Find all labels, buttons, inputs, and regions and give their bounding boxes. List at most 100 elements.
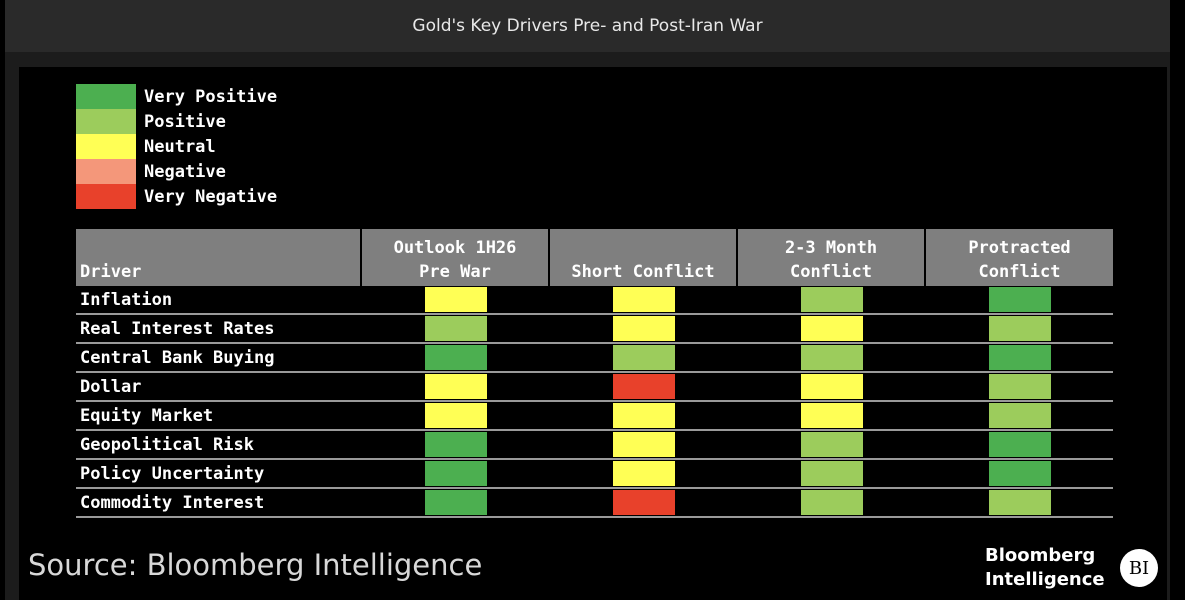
rating-cell [550,460,738,487]
brand-logo-text: Bloomberg Intelligence [985,544,1105,592]
chart-panel [19,67,1167,600]
rating-cell [550,373,738,400]
rating-cell [550,286,738,313]
table-row: Dollar [76,373,1113,402]
driver-label: Geopolitical Risk [80,434,254,455]
rating-swatch [613,432,675,457]
rating-swatch [988,403,1051,428]
column-header-text: Pre War [419,262,491,282]
rating-swatch [988,345,1051,370]
table-row: Commodity Interest [76,489,1113,518]
rating-swatch [425,403,487,428]
rating-cell [550,344,738,371]
legend-swatch [76,134,136,159]
chart-title: Gold's Key Drivers Pre- and Post-Iran Wa… [5,0,1170,52]
rating-cell [550,431,738,458]
rating-swatch [613,461,675,486]
rating-cell [926,373,1113,400]
driver-label: Dollar [80,376,142,397]
legend-label: Negative [144,161,226,182]
driver-label: Inflation [80,289,173,310]
rating-swatch [613,490,675,515]
rating-cell [362,344,550,371]
rating-swatch [425,287,487,312]
legend-swatch [76,109,136,134]
legend-item: Very Negative [76,184,277,209]
rating-cell [362,431,550,458]
legend-label: Positive [144,111,226,132]
rating-cell [926,402,1113,429]
legend-label: Neutral [144,136,216,157]
column-header-text: Driver [80,262,142,282]
rating-swatch [988,461,1051,486]
driver-label: Equity Market [80,405,214,426]
column-header-text: Conflict [790,262,872,282]
rating-cell [362,286,550,313]
rating-cell [362,315,550,342]
rating-swatch [988,432,1051,457]
rating-cell [550,402,738,429]
rating-swatch [801,374,863,399]
legend-item: Neutral [76,134,277,159]
column-header: Short Conflict [550,229,738,286]
legend-label: Very Positive [144,86,278,107]
table-row: Geopolitical Risk [76,431,1113,460]
column-header-text: Short Conflict [571,262,715,282]
table-row: Equity Market [76,402,1113,431]
legend-swatch [76,184,136,209]
rating-swatch [801,490,863,515]
legend: Very Positive Positive Neutral Negative Very… [76,84,277,209]
rating-swatch [425,490,487,515]
table-body: Inflation Real Interest Rates Central Bank… [76,286,1113,518]
rating-swatch [613,287,675,312]
drivers-table: Driver Outlook 1H26 Pre War Short Conflict 2… [76,229,1113,518]
rating-swatch [613,403,675,428]
rating-swatch [801,345,863,370]
rating-cell [926,344,1113,371]
rating-cell [926,315,1113,342]
column-header-text: Conflict [978,262,1061,282]
rating-cell [738,431,926,458]
rating-swatch [988,490,1051,515]
table-header: Driver Outlook 1H26 Pre War Short Conflict 2… [76,229,1113,286]
rating-swatch [988,287,1051,312]
rating-cell [738,402,926,429]
driver-label: Commodity Interest [80,492,265,513]
rating-cell [738,344,926,371]
rating-swatch [801,287,863,312]
logo-line-2: Intelligence [985,569,1105,590]
rating-swatch [613,345,675,370]
rating-cell [362,402,550,429]
column-header: 2-3 Month Conflict [738,229,926,286]
rating-cell [550,489,738,516]
logo-line-1: Bloomberg [985,545,1096,566]
rating-cell [362,460,550,487]
driver-label: Real Interest Rates [80,318,275,339]
column-header: Protracted Conflict [926,229,1113,286]
legend-item: Negative [76,159,277,184]
table-row: Inflation [76,286,1113,315]
rating-swatch [801,403,863,428]
rating-cell [926,431,1113,458]
rating-cell [362,373,550,400]
rating-swatch [613,316,675,341]
rating-cell [926,460,1113,487]
table-row: Real Interest Rates [76,315,1113,344]
rating-cell [738,489,926,516]
legend-item: Positive [76,109,277,134]
legend-swatch [76,84,136,109]
rating-cell [738,315,926,342]
column-header-text: Protracted [968,238,1071,258]
column-header-text: 2-3 Month [784,238,878,258]
rating-cell [362,489,550,516]
legend-item: Very Positive [76,84,277,109]
rating-swatch [801,432,863,457]
table-row: Central Bank Buying [76,344,1113,373]
legend-label: Very Negative [144,186,278,207]
rating-swatch [425,316,487,341]
driver-label: Policy Uncertainty [80,463,265,484]
rating-swatch [425,374,487,399]
table-row: Policy Uncertainty [76,460,1113,489]
rating-swatch [801,316,863,341]
rating-swatch [613,374,675,399]
